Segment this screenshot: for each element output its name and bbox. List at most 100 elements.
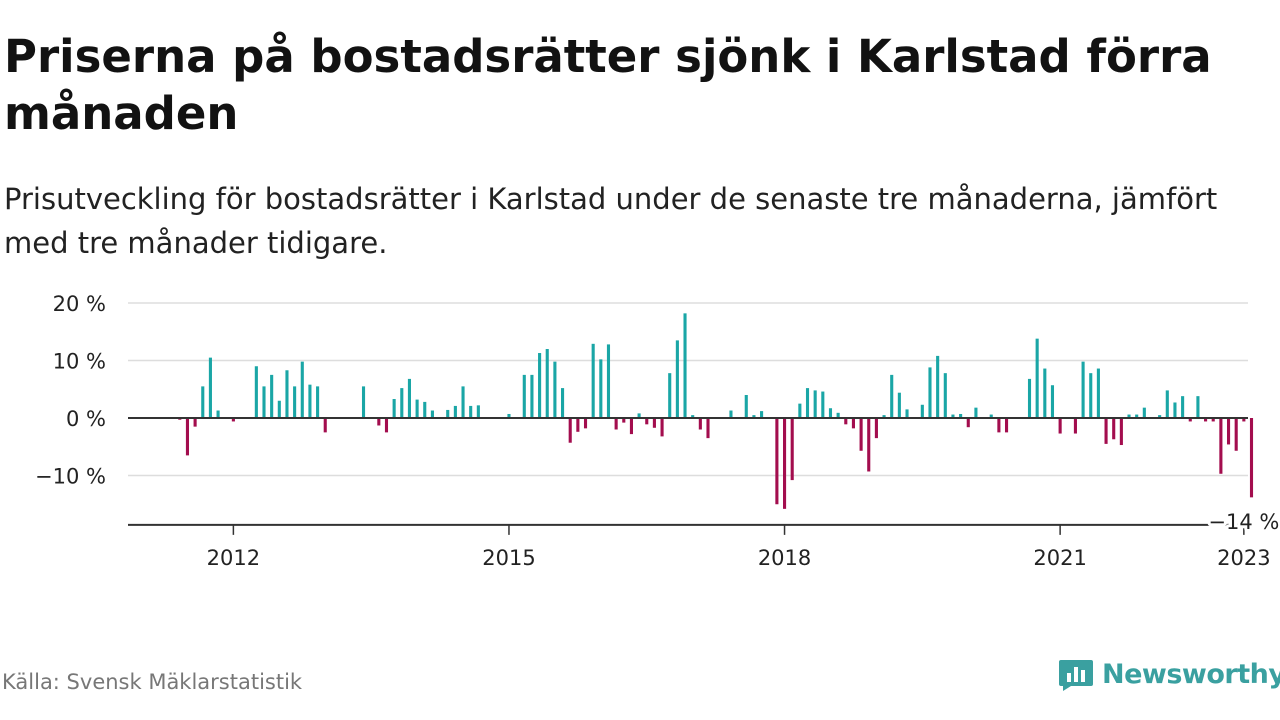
bar-2013-01 [323,418,327,433]
bar-2014-07 [461,386,465,419]
bar-chart: 20 % 10 % 0 % −10 % 2012 2015 2018 2021 2023 −1… [35,292,1280,570]
bar-2015-01 [507,413,511,418]
bar-2022-05 [1181,396,1185,418]
bar-2020-01 [966,418,970,428]
last-value-label: −14 % [1208,510,1279,534]
bar-2015-03 [522,374,526,419]
bar-2016-12 [683,313,687,418]
bar-2021-10 [1127,414,1131,418]
bar-2015-10 [576,418,580,432]
y-tick-label: 20 % [53,292,106,316]
newsworthy-logo-icon [1059,660,1093,691]
bar-2016-05 [629,418,633,435]
bar-2017-12 [775,418,779,505]
bar-2020-05 [997,418,1001,433]
bar-2011-11 [216,410,220,418]
bar-2020-11 [1043,368,1047,418]
bar-2018-05 [813,390,817,418]
bar-2021-07 [1104,418,1108,444]
bar-2014-09 [476,405,480,418]
bar-2015-08 [561,388,565,418]
bar-2018-09 [844,418,848,425]
bar-2020-02 [974,407,978,418]
bar-2017-10 [760,411,764,418]
grid-lines [128,302,1248,477]
bar-2011-09 [201,386,205,419]
bar-2013-10 [392,399,396,418]
bar-2012-09 [293,386,297,419]
annotation: −14 % [1205,507,1280,537]
bar-2012-10 [300,361,304,418]
y-tick-label: 10 % [53,350,106,374]
bar-2015-04 [530,374,534,419]
bar-2023-01 [1242,418,1246,422]
bar-2015-11 [583,418,588,429]
bar-2016-04 [622,418,626,423]
bar-2022-07 [1196,396,1200,418]
bar-2011-07 [185,418,190,456]
bar-2014-08 [469,405,473,419]
y-tick-label: 0 % [66,407,106,431]
bar-2019-12 [959,413,963,418]
bar-2016-02 [606,344,611,418]
bar-2013-12 [407,378,411,418]
bar-2017-01 [691,415,695,419]
bar-2016-03 [614,418,618,430]
bar-2011-10 [208,357,212,419]
bar-undefined [1249,418,1254,498]
bar-2022-06 [1188,418,1192,422]
bar-2015-12 [591,343,595,418]
x-tick-label: 2012 [207,546,260,570]
bar-2019-04 [897,392,901,418]
bar-2013-06 [361,386,366,419]
bar-2016-11 [675,340,679,419]
source-note: Källa: Svensk Mäklarstatistik [2,670,303,694]
bar-2016-09 [660,418,664,437]
chart-subtitle: Prisutveckling för bostadsrätter i Karls… [4,182,1218,260]
bar-2019-09 [936,355,940,418]
bar-2018-07 [828,408,833,419]
bar-2019-03 [890,374,894,419]
bar-2014-02 [423,401,427,418]
y-tick-label: −10 % [35,465,106,489]
bar-2020-06 [1004,418,1009,433]
bar-2021-04 [1081,361,1085,418]
bar-2021-03 [1073,418,1077,434]
bar-2018-11 [859,418,863,451]
page-title: Priserna på bostadsrätter sjönk i Karlst… [4,30,1212,140]
bars [178,313,1254,509]
bar-2022-10 [1219,418,1223,474]
bar-2015-09 [568,418,572,443]
bar-2014-03 [430,410,434,418]
x-tick-label: 2015 [482,546,535,570]
bar-2018-03 [798,403,802,419]
bar-2015-05 [538,353,542,418]
bar-2021-05 [1089,373,1093,418]
bar-2021-08 [1112,418,1116,440]
bar-2014-05 [446,409,450,418]
bar-2021-09 [1119,418,1123,446]
bar-2022-09 [1211,418,1215,422]
bar-2016-08 [652,418,656,428]
bar-2012-01 [231,418,235,422]
bar-2019-10 [943,373,947,418]
bar-2019-11 [951,414,955,418]
bar-2017-09 [752,415,756,419]
bar-2019-01 [874,418,878,439]
bar-2019-05 [905,409,909,419]
bar-2021-11 [1135,414,1139,418]
y-axis-labels: 20 % 10 % 0 % −10 % [35,292,106,489]
bar-2018-01 [783,418,787,509]
bar-2017-03 [706,418,710,439]
x-tick-label: 2023 [1217,546,1270,570]
bar-2019-08 [928,367,932,418]
axes [128,417,1248,535]
bar-2022-08 [1204,418,1208,422]
bar-2018-10 [851,418,855,429]
bar-2022-11 [1226,418,1231,445]
x-tick-label: 2021 [1033,546,1086,570]
bar-2012-05 [262,386,266,419]
bar-2018-04 [805,388,810,418]
bar-2022-02 [1158,415,1162,419]
bar-2012-04 [254,366,258,418]
